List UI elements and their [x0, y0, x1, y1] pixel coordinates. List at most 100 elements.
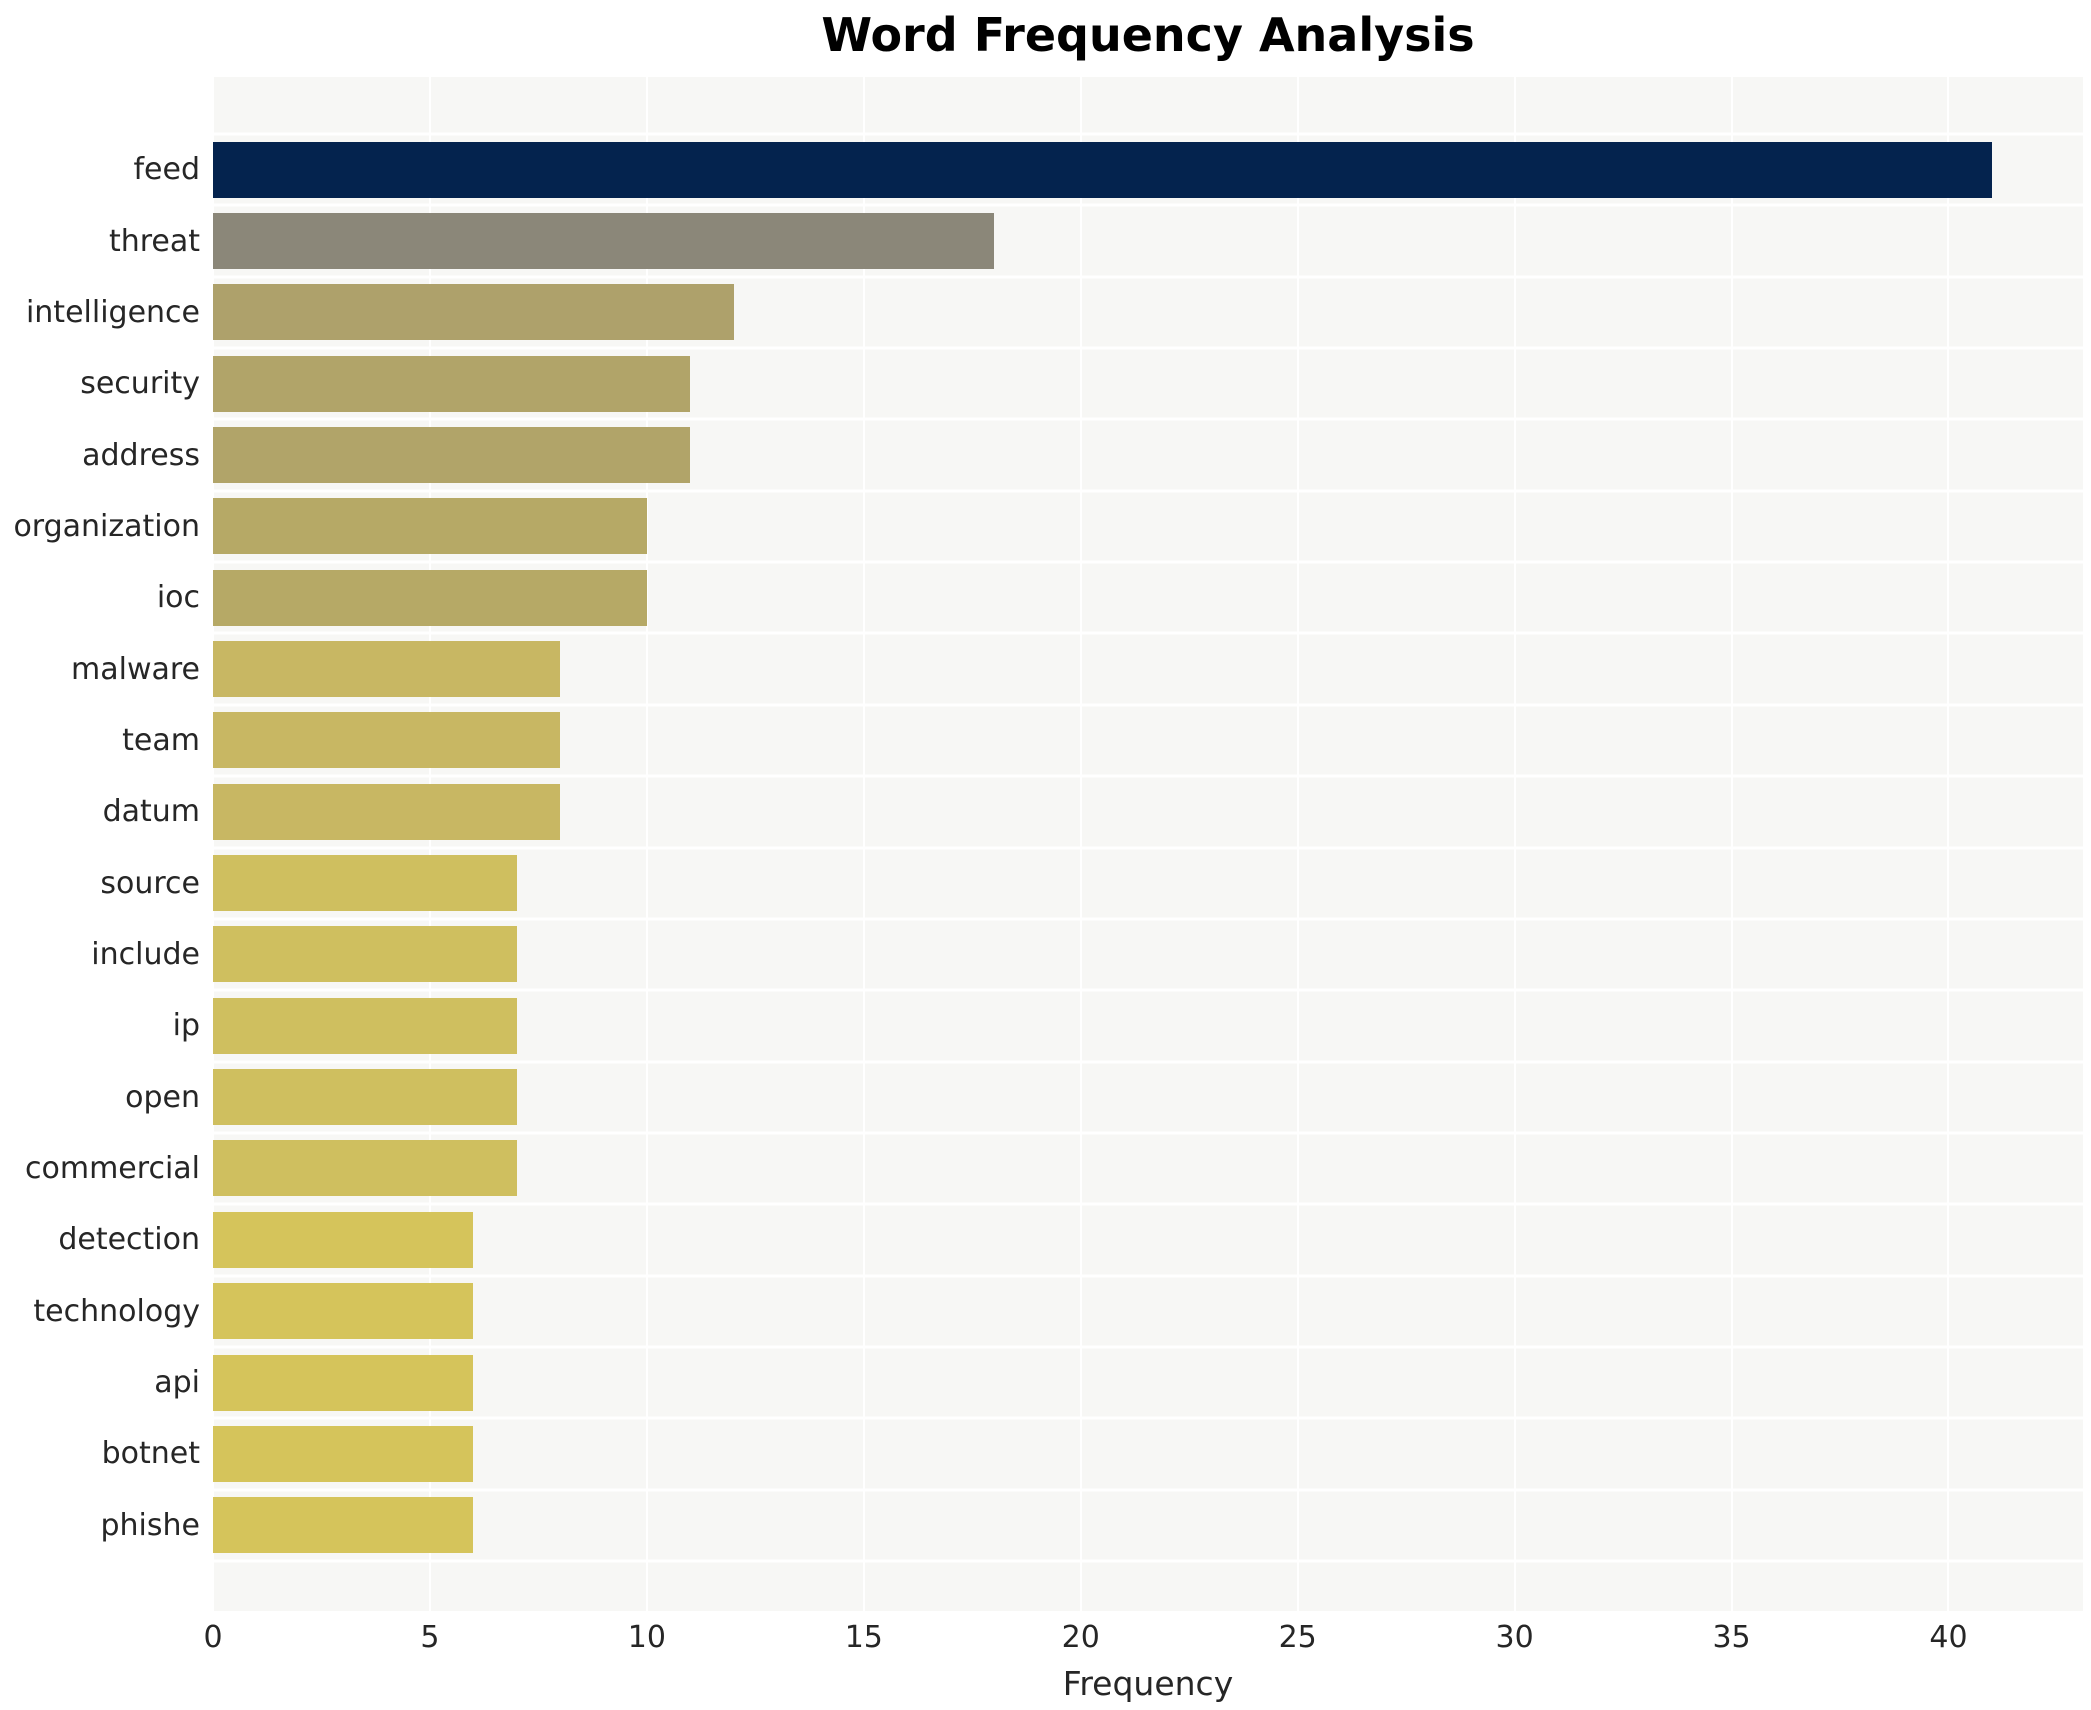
category-label: organization: [13, 508, 200, 544]
bar-row: ioc: [157, 562, 2083, 633]
category-label: source: [100, 865, 200, 901]
y-gridline: [213, 346, 2083, 350]
category-label: open: [125, 1079, 200, 1115]
x-gridline: [645, 77, 648, 1611]
category-label: feed: [133, 152, 200, 188]
bar-row: address: [82, 419, 2083, 490]
plot-area: feed threat intelligence security address org…: [13, 77, 2083, 1611]
category-label: team: [122, 722, 200, 758]
bar-security: [213, 355, 691, 412]
category-label: ioc: [156, 580, 200, 616]
y-gridline: [213, 703, 2083, 707]
y-gridline: [213, 631, 2083, 635]
x-tick-label: 25: [1278, 1620, 1317, 1655]
bar-row: feed: [133, 134, 2083, 205]
bar-team: [213, 712, 561, 769]
chart-title: Word Frequency Analysis: [821, 8, 1475, 62]
category-label: threat: [108, 223, 200, 259]
bar-row: datum: [103, 776, 2083, 847]
bar-row: team: [122, 705, 2083, 776]
bar-include: [213, 926, 517, 983]
y-gridline: [213, 275, 2083, 279]
x-gridline: [1947, 77, 1950, 1611]
bar-organization: [213, 498, 647, 555]
bar-row: source: [100, 847, 2083, 918]
bar-ioc: [213, 569, 647, 626]
category-label: ip: [172, 1008, 200, 1044]
bar-row: intelligence: [26, 277, 2083, 348]
x-gridline: [1296, 77, 1299, 1611]
x-tick-label: 0: [203, 1620, 223, 1655]
bar-row: api: [154, 1347, 2083, 1418]
category-label: technology: [33, 1293, 200, 1329]
category-label: malware: [71, 651, 200, 687]
bar-row: commercial: [25, 1133, 2083, 1204]
y-gridline: [213, 132, 2083, 136]
y-gridline: [213, 560, 2083, 564]
category-label: botnet: [101, 1436, 200, 1472]
bar-row: open: [125, 1061, 2083, 1132]
x-gridline: [1730, 77, 1733, 1611]
bar-row: security: [80, 348, 2083, 419]
bar-row: technology: [33, 1276, 2083, 1347]
bar-technology: [213, 1283, 474, 1340]
bar-source: [213, 855, 517, 912]
y-gridline: [213, 489, 2083, 493]
y-gridline: [213, 417, 2083, 421]
y-gridline: [213, 988, 2083, 992]
y-gridline: [213, 203, 2083, 207]
category-label: address: [82, 437, 200, 473]
bar-row: organization: [13, 491, 2083, 562]
bars-layer: feed threat intelligence security address org…: [13, 134, 2083, 1561]
bar-datum: [213, 783, 561, 840]
y-gridline: [213, 1060, 2083, 1064]
bar-commercial: [213, 1140, 517, 1197]
y-gridline: [213, 774, 2083, 778]
y-gridline: [213, 1416, 2083, 1420]
bar-address: [213, 427, 691, 484]
bar-feed: [213, 141, 1992, 198]
bar-phishe: [213, 1497, 474, 1554]
x-gridline: [862, 77, 865, 1611]
x-tick-label: 35: [1712, 1620, 1751, 1655]
x-tick-label: 5: [420, 1620, 440, 1655]
y-gridline: [213, 1274, 2083, 1278]
x-tick-label: 30: [1495, 1620, 1534, 1655]
category-label: detection: [58, 1222, 200, 1258]
y-gridline: [213, 1131, 2083, 1135]
x-gridline: [1513, 77, 1516, 1611]
x-axis-label: Frequency: [1062, 1664, 1234, 1703]
bar-row: include: [91, 919, 2083, 990]
category-label: intelligence: [25, 294, 200, 330]
x-gridline: [1079, 77, 1082, 1611]
x-gridline: [212, 77, 214, 1611]
bar-row: botnet: [102, 1418, 2083, 1489]
bar-threat: [213, 213, 994, 270]
y-gridline: [213, 1559, 2083, 1563]
bar-row: detection: [58, 1204, 2083, 1275]
bar-row: phishe: [101, 1490, 2083, 1561]
category-label: security: [80, 366, 200, 402]
bar-row: threat: [109, 205, 2083, 276]
x-tick-label: 15: [844, 1620, 883, 1655]
bar-ip: [213, 997, 517, 1054]
y-gridline: [213, 1202, 2083, 1206]
y-gridline: [213, 917, 2083, 921]
bar-detection: [213, 1211, 474, 1268]
y-gridline: [213, 846, 2083, 849]
bar-malware: [213, 641, 561, 698]
category-label: commercial: [25, 1150, 200, 1186]
category-label: phishe: [100, 1507, 201, 1543]
bar-row: malware: [71, 633, 2083, 704]
bar-botnet: [213, 1425, 474, 1482]
x-gridline: [428, 77, 431, 1611]
x-tick-label: 20: [1061, 1620, 1100, 1655]
y-gridline: [213, 1345, 2083, 1349]
y-gridline: [213, 1488, 2083, 1492]
x-tick-label: 10: [627, 1620, 666, 1655]
category-label: datum: [102, 794, 200, 830]
x-tick-label: 40: [1929, 1620, 1968, 1655]
category-label: api: [154, 1365, 200, 1401]
bar-intelligence: [213, 284, 734, 341]
bar-open: [213, 1069, 517, 1126]
